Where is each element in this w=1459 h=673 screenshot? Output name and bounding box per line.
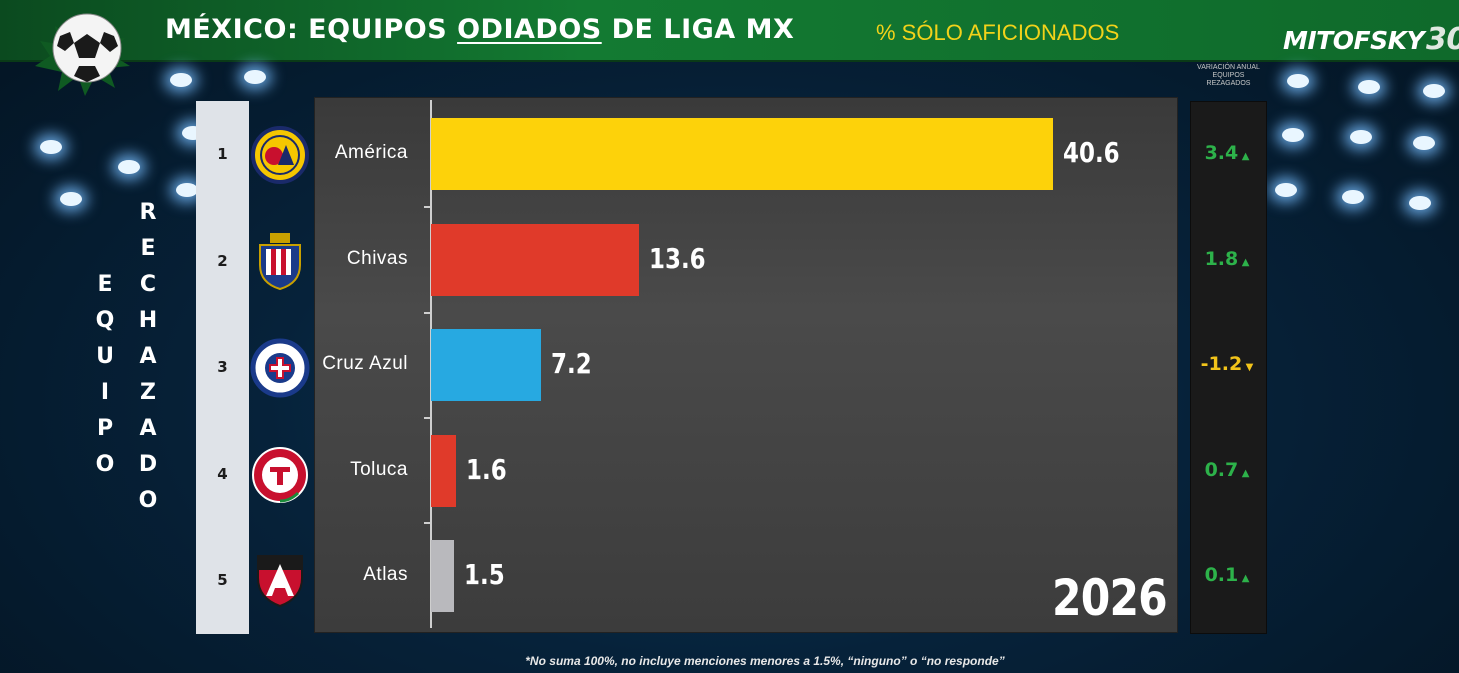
side-label-letter: I — [100, 380, 110, 405]
stadium-light — [1409, 196, 1431, 210]
bar — [431, 434, 456, 507]
variation-value: 0.1 ▲ — [1192, 564, 1262, 586]
data-label: 40.6 — [1063, 136, 1120, 169]
data-label: 1.5 — [463, 558, 505, 591]
stadium-light — [1275, 183, 1297, 197]
axis-tick — [424, 522, 432, 524]
stadium-light — [1413, 136, 1435, 150]
variation-label: 0.1 — [1204, 564, 1239, 586]
stadium-light — [60, 192, 82, 206]
rank-number: 1 — [217, 145, 228, 163]
variation-label: 0.7 — [1204, 458, 1239, 481]
axis-tick — [424, 417, 432, 419]
side-label-letter: O — [95, 452, 115, 477]
category-label: Cruz Azul — [322, 353, 408, 374]
rank-number: 4 — [217, 465, 228, 483]
stadium-light — [1342, 190, 1364, 204]
data-label: 1.6 — [465, 452, 507, 486]
variation-value: 1.8 ▲ — [1192, 248, 1262, 270]
bar — [431, 540, 454, 612]
header-banner — [0, 0, 1459, 62]
arrow-up-icon: ▲ — [1238, 467, 1250, 479]
data-label: 13.6 — [649, 241, 707, 275]
axis-tick — [424, 206, 432, 208]
axis-tick — [424, 312, 432, 314]
variation-value: 0.7 ▲ — [1192, 459, 1262, 481]
stadium-light — [40, 140, 62, 154]
stadium-light — [170, 73, 192, 87]
variation-label: 3.4 — [1204, 142, 1239, 164]
toluca-crest-icon — [252, 447, 308, 503]
cruz-azul-crest-icon — [250, 338, 310, 398]
atlas-crest-icon — [257, 555, 303, 608]
footnote: *No suma 100%, no incluye menciones meno… — [525, 654, 1005, 668]
side-label-letter: C — [139, 272, 157, 297]
variation-value: 3.4 ▲ — [1192, 142, 1262, 164]
variation-column — [1190, 101, 1267, 634]
data-label: 7.2 — [551, 347, 592, 380]
page-title: MÉXICO: EQUIPOS ODIADOS DE LIGA MX — [165, 14, 795, 45]
variation-value: -1.2 ▼ — [1192, 353, 1262, 375]
rank-number: 3 — [217, 358, 228, 376]
side-label-letter: E — [97, 272, 113, 297]
category-label: Chivas — [346, 247, 408, 269]
category-label: Toluca — [350, 458, 408, 480]
side-label-letter: Q — [95, 308, 115, 333]
arrow-up-icon: ▲ — [1238, 151, 1250, 162]
page-subtitle: % SÓLO AFICIONADOS — [876, 20, 1120, 45]
soccer-ball-icon — [35, 13, 130, 96]
side-label-letter: Z — [140, 380, 156, 405]
variation-label: 1.8 — [1204, 247, 1239, 270]
arrow-down-icon: ▼ — [1242, 362, 1254, 373]
variation-header: VARIACIÓN ANUAL EQUIPOS REZAGADOS — [1197, 64, 1260, 87]
variation-label: -1.2 — [1200, 353, 1243, 375]
side-label-letter: D — [138, 452, 158, 477]
bar — [431, 223, 640, 296]
side-label-letter: O — [138, 488, 158, 513]
chivas-crest-icon — [259, 233, 301, 291]
side-label-letter: A — [139, 416, 157, 441]
side-label-letter: R — [139, 200, 157, 225]
bar — [431, 118, 1053, 190]
stadium-light — [244, 70, 266, 84]
category-label: América — [334, 142, 408, 163]
stadium-light — [1423, 84, 1445, 98]
stadium-light — [1350, 130, 1372, 144]
rank-column — [196, 101, 249, 634]
mitofsky-logo: MITOFSKY30 — [1283, 22, 1459, 57]
america-crest-icon — [251, 126, 309, 184]
stadium-light — [1282, 128, 1304, 142]
stadium-light — [1358, 80, 1380, 94]
side-label-letter: H — [138, 308, 158, 333]
rank-number: 5 — [217, 571, 228, 589]
stadium-light — [118, 160, 140, 174]
side-label-letter: E — [140, 236, 156, 261]
arrow-up-icon: ▲ — [1238, 573, 1250, 584]
side-label-letter: P — [96, 416, 114, 441]
bar — [431, 329, 542, 401]
rank-number: 2 — [217, 252, 228, 270]
year-label: 2026 — [1052, 569, 1168, 627]
side-label-letter: U — [96, 344, 114, 369]
side-label-letter: A — [139, 344, 157, 369]
stadium-light — [1287, 74, 1309, 88]
arrow-up-icon: ▲ — [1238, 256, 1250, 268]
category-label: Atlas — [363, 564, 408, 585]
stadium-light — [176, 183, 198, 197]
